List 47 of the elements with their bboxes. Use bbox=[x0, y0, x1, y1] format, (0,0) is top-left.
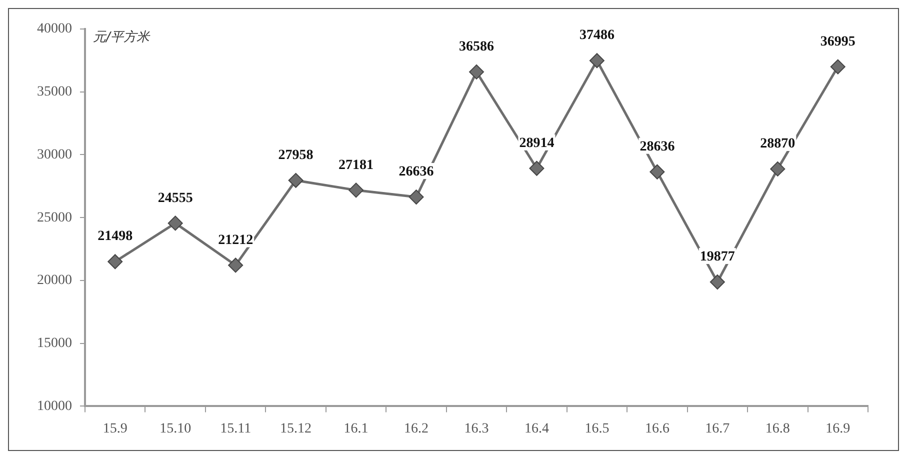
y-tick-label: 40000 bbox=[37, 22, 72, 37]
data-label: 37486 bbox=[579, 28, 614, 44]
y-axis-title: 元/平方米 bbox=[93, 28, 150, 45]
x-tick-label: 16.2 bbox=[404, 421, 429, 436]
x-tick-label: 15.11 bbox=[220, 421, 252, 436]
point bbox=[108, 254, 123, 270]
data-label: 36586 bbox=[459, 40, 494, 55]
point bbox=[168, 216, 183, 231]
y-tick-label: 20000 bbox=[37, 273, 72, 288]
x-tick-label: 15.12 bbox=[280, 421, 312, 436]
point bbox=[469, 64, 484, 80]
data-label: 28870 bbox=[760, 136, 796, 152]
data-label: 28914 bbox=[519, 136, 554, 151]
data-label: 36995 bbox=[820, 34, 856, 50]
data-label: 21498 bbox=[98, 229, 133, 244]
x-tick-label: 16.7 bbox=[705, 421, 730, 436]
x-tick-label: 16.1 bbox=[344, 421, 368, 436]
y-tick-label: 30000 bbox=[37, 147, 72, 162]
y-tick-label: 10000 bbox=[37, 398, 72, 414]
x-tick-label: 16.6 bbox=[644, 421, 670, 436]
point bbox=[288, 172, 304, 188]
point bbox=[710, 274, 725, 290]
data-label: 21212 bbox=[218, 232, 254, 248]
data-label: 27958 bbox=[278, 148, 314, 164]
x-tick-label: 16.5 bbox=[584, 421, 610, 436]
x-tick-label: 16.3 bbox=[464, 421, 489, 436]
x-tick-label: 15.10 bbox=[160, 421, 192, 436]
x-tick-label: 16.4 bbox=[524, 421, 549, 436]
data-label: 19877 bbox=[700, 250, 735, 265]
point bbox=[650, 164, 665, 180]
point bbox=[529, 160, 544, 176]
x-tick-label: 16.9 bbox=[826, 421, 850, 436]
point bbox=[589, 53, 604, 68]
y-tick-label: 25000 bbox=[37, 210, 72, 226]
data-label: 28636 bbox=[640, 139, 675, 154]
data-label: 26636 bbox=[398, 164, 434, 180]
point bbox=[408, 190, 424, 205]
x-tick-label: 15.9 bbox=[102, 421, 128, 436]
point bbox=[348, 182, 364, 198]
point bbox=[228, 258, 244, 273]
point bbox=[830, 59, 846, 74]
y-tick-label: 15000 bbox=[37, 336, 72, 352]
data-label: 27181 bbox=[338, 158, 374, 173]
data-label: 24555 bbox=[158, 190, 193, 206]
x-tick-label: 16.8 bbox=[765, 421, 790, 436]
point bbox=[770, 161, 786, 176]
y-tick-label: 35000 bbox=[37, 84, 72, 100]
